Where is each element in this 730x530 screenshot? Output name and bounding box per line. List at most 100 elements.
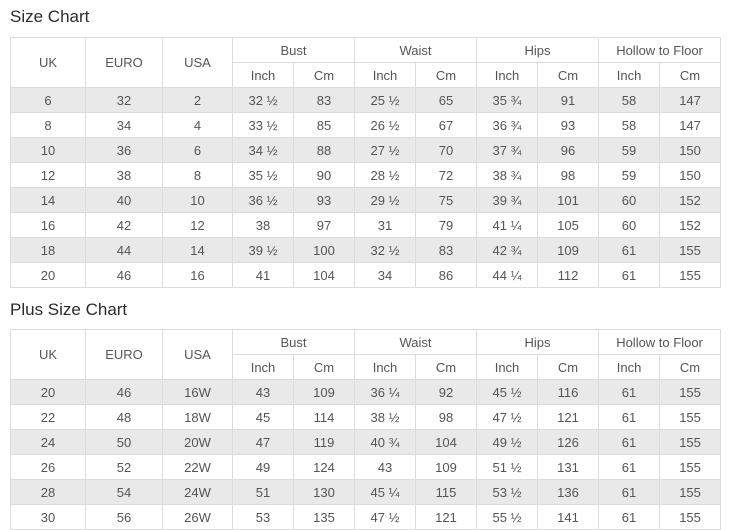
table-cell: 26W [162,504,233,530]
table-cell: 60 [598,212,661,238]
table-cell: 61 [598,237,661,263]
column-header: EURO [85,37,163,88]
table-cell: 43 [232,379,294,405]
column-group-header: Bust [231,37,356,63]
table-cell: 109 [415,454,478,480]
table-cell: 45 [232,404,294,430]
table-cell: 49 ½ [476,429,539,455]
table-cell: 59 [598,162,661,188]
table-cell: 25 ½ [354,87,417,113]
table-row: 14 40 10 36 ½ 93 29 ½ 75 39 ¾ 101 60 152 [10,187,722,213]
table-cell: 26 ½ [354,112,417,138]
table-cell: 38 [85,162,163,188]
table-cell: 48 [85,404,163,430]
table-cell: 96 [537,137,600,163]
table-row: 20 46 16W 43 109 36 ¼ 92 45 ½ 116 61 155 [10,379,722,405]
table-cell: 20W [162,429,233,455]
unit-header: Inch [354,354,417,380]
table-cell: 155 [659,237,722,263]
column-group-header: Bust [231,329,356,355]
unit-header: Inch [232,62,294,88]
table-row: 16 42 12 38 97 31 79 41 ¼ 105 60 152 [10,212,722,238]
table-cell: 32 ½ [232,87,294,113]
table-cell: 20 [10,379,86,405]
unit-header: Inch [598,62,661,88]
table-cell: 98 [415,404,478,430]
table-row: 20 46 16 41 104 34 86 44 ¼ 112 61 155 [10,262,722,288]
table-cell: 121 [415,504,478,530]
table-cell: 65 [415,87,478,113]
table-row: 8 34 4 33 ½ 85 26 ½ 67 36 ¾ 93 58 147 [10,112,722,138]
table-cell: 6 [10,87,86,113]
table-cell: 131 [537,454,600,480]
table-cell: 35 ½ [232,162,294,188]
column-header: EURO [85,329,163,380]
table-cell: 85 [292,112,356,138]
column-group-header: Hollow to Floor [598,329,722,355]
table-row: 18 44 14 39 ½ 100 32 ½ 83 42 ¾ 109 61 155 [10,237,722,263]
table-cell: 155 [659,504,722,530]
table-cell: 41 [232,262,294,288]
size-chart-table-head: UK EURO USA Bust Waist Hips Hollow to Floor Inc… [10,37,722,88]
table-cell: 36 ¾ [476,112,539,138]
table-cell: 42 [85,212,163,238]
size-chart-table: UK EURO USA Bust Waist Hips Hollow to Floor Inc… [10,37,722,288]
table-cell: 150 [659,137,722,163]
table-cell: 18 [10,237,86,263]
table-cell: 155 [659,404,722,430]
unit-header: Cm [292,354,356,380]
table-cell: 34 [85,112,163,138]
table-cell: 93 [292,187,356,213]
table-cell: 32 [85,87,163,113]
table-cell: 109 [537,237,600,263]
table-cell: 46 [85,379,163,405]
table-cell: 37 ¾ [476,137,539,163]
table-row: 12 38 8 35 ½ 90 28 ½ 72 38 ¾ 98 59 150 [10,162,722,188]
table-cell: 147 [659,87,722,113]
table-cell: 16 [10,212,86,238]
table-cell: 12 [10,162,86,188]
table-cell: 104 [292,262,356,288]
table-cell: 61 [598,262,661,288]
table-cell: 10 [162,187,233,213]
table-cell: 98 [537,162,600,188]
table-cell: 90 [292,162,356,188]
table-cell: 150 [659,162,722,188]
column-group-header: Hips [476,37,600,63]
table-cell: 8 [10,112,86,138]
table-cell: 105 [537,212,600,238]
table-cell: 93 [537,112,600,138]
table-cell: 67 [415,112,478,138]
table-cell: 88 [292,137,356,163]
table-cell: 44 [85,237,163,263]
table-cell: 55 ½ [476,504,539,530]
table-cell: 16 [162,262,233,288]
table-cell: 86 [415,262,478,288]
table-cell: 58 [598,87,661,113]
table-cell: 61 [598,504,661,530]
table-cell: 152 [659,212,722,238]
table-cell: 61 [598,429,661,455]
table-cell: 39 ¾ [476,187,539,213]
header-row-units: Inch Cm Inch Cm Inch Cm Inch Cm [11,354,722,380]
table-cell: 126 [537,429,600,455]
plus-size-chart-title: Plus Size Chart [10,300,128,319]
header-row-units: Inch Cm Inch Cm Inch Cm Inch Cm [11,62,722,88]
unit-header: Cm [415,354,478,380]
table-cell: 91 [537,87,600,113]
table-cell: 152 [659,187,722,213]
size-chart-table-body: 6 32 2 32 ½ 83 25 ½ 65 35 ¾ 91 58 147 8 34 4 33 ½ 85 26 … [10,87,722,288]
table-cell: 29 ½ [354,187,417,213]
table-cell: 27 ½ [354,137,417,163]
unit-header: Inch [476,354,539,380]
table-cell: 28 [10,479,86,505]
table-cell: 75 [415,187,478,213]
table-cell: 14 [162,237,233,263]
table-cell: 28 ½ [354,162,417,188]
table-cell: 18W [162,404,233,430]
table-cell: 40 [85,187,163,213]
table-cell: 72 [415,162,478,188]
table-cell: 47 [232,429,294,455]
table-cell: 100 [292,237,356,263]
table-cell: 26 [10,454,86,480]
